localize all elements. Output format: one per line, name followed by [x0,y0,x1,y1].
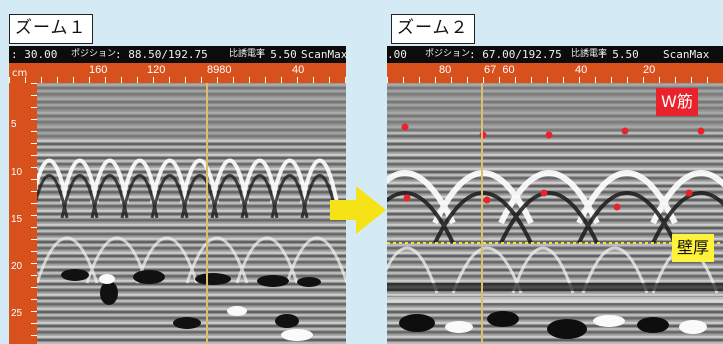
zoom2-ruler-x-label: 80 [439,64,452,76]
rebar-marker [697,127,705,135]
zoom2-hyperbola-image [387,83,723,339]
zoom2-cursor-line[interactable] [481,83,483,344]
zoom2-position-label: ポジション [425,49,471,59]
zoom1-cursor-line[interactable] [206,83,208,344]
zoom1-ruler-x-label: 160 [89,64,108,76]
zoom2-status-bar: .00 ポジション : 67.00/192.75 比誘電率 : 5.50 Sca… [387,46,723,63]
zoom2-panel: .00 ポジション : 67.00/192.75 比誘電率 : 5.50 Sca… [387,46,723,344]
zoom1-depth-unit: cm [12,68,28,79]
zoom1-scanmax: ScanMax [301,48,346,61]
zoom1-position-label: ポジション [71,49,117,59]
rebar-marker [540,189,548,197]
zoom1-depth-label: 25 [11,308,23,319]
zoom2-rate-label: 比誘電率 [571,49,608,59]
zoom2-rate-value: : 5.50 [599,48,639,61]
zoom1-horizontal-ruler: 160 120 8980 40 [9,63,346,83]
rebar-marker [401,123,409,131]
rebar-marker [621,127,629,135]
zoom1-depth-label: 20 [11,261,23,272]
zoom2-ruler-x-label: 20 [643,64,656,76]
zoom2-radar-image [387,83,723,344]
zoom1-hyperbola-image [37,83,346,341]
zoom1-status-left: : 30.00 [11,48,58,61]
zoom2-scanmax: ScanMax [663,48,710,61]
rebar-marker [403,194,411,202]
zoom2-horizontal-ruler: 80 67 60 40 20 [387,63,723,83]
rebar-marker-dots [401,123,705,211]
zoom1-rate-label: 比誘電率 [229,49,266,59]
zoom1-ruler-x-label: 120 [147,64,166,76]
zoom1-radar-image [37,83,346,344]
wall-thickness-tag: 壁厚 [672,234,715,262]
zoom2-ruler-x-label: 40 [575,64,588,76]
zoom2-ruler-x-label: 67 60 [484,64,515,76]
zoom2-position-value: : 67.00/192.75 [469,48,562,61]
rebar-marker [545,131,553,139]
rebar-tag: W筋 [656,88,698,116]
arrow-right-icon [330,186,386,238]
zoom1-depth-label: 10 [11,167,23,178]
zoom1-status-bar: : 30.00 ポジション : 88.50/192.75 比誘電率 : 5.50… [9,46,346,63]
zoom1-depth-label: 5 [11,119,17,130]
rebar-marker [613,203,621,211]
rebar-marker [685,189,693,197]
zoom1-depth-ruler: cm 5 10 15 20 25 [9,68,37,344]
zoom1-depth-label: 15 [11,214,23,225]
zoom1-ruler-x-label: 8980 [207,64,232,76]
zoom1-ruler-x-label: 40 [292,64,305,76]
zoom2-status-left: .00 [387,48,407,61]
zoom2-title: ズーム２ [391,14,475,44]
zoom1-title: ズーム１ [9,14,93,44]
rebar-marker [483,196,491,204]
zoom1-rate-value: : 5.50 [257,48,297,61]
zoom1-panel: : 30.00 ポジション : 88.50/192.75 比誘電率 : 5.50… [9,46,346,344]
zoom1-position-value: : 88.50/192.75 [115,48,208,61]
